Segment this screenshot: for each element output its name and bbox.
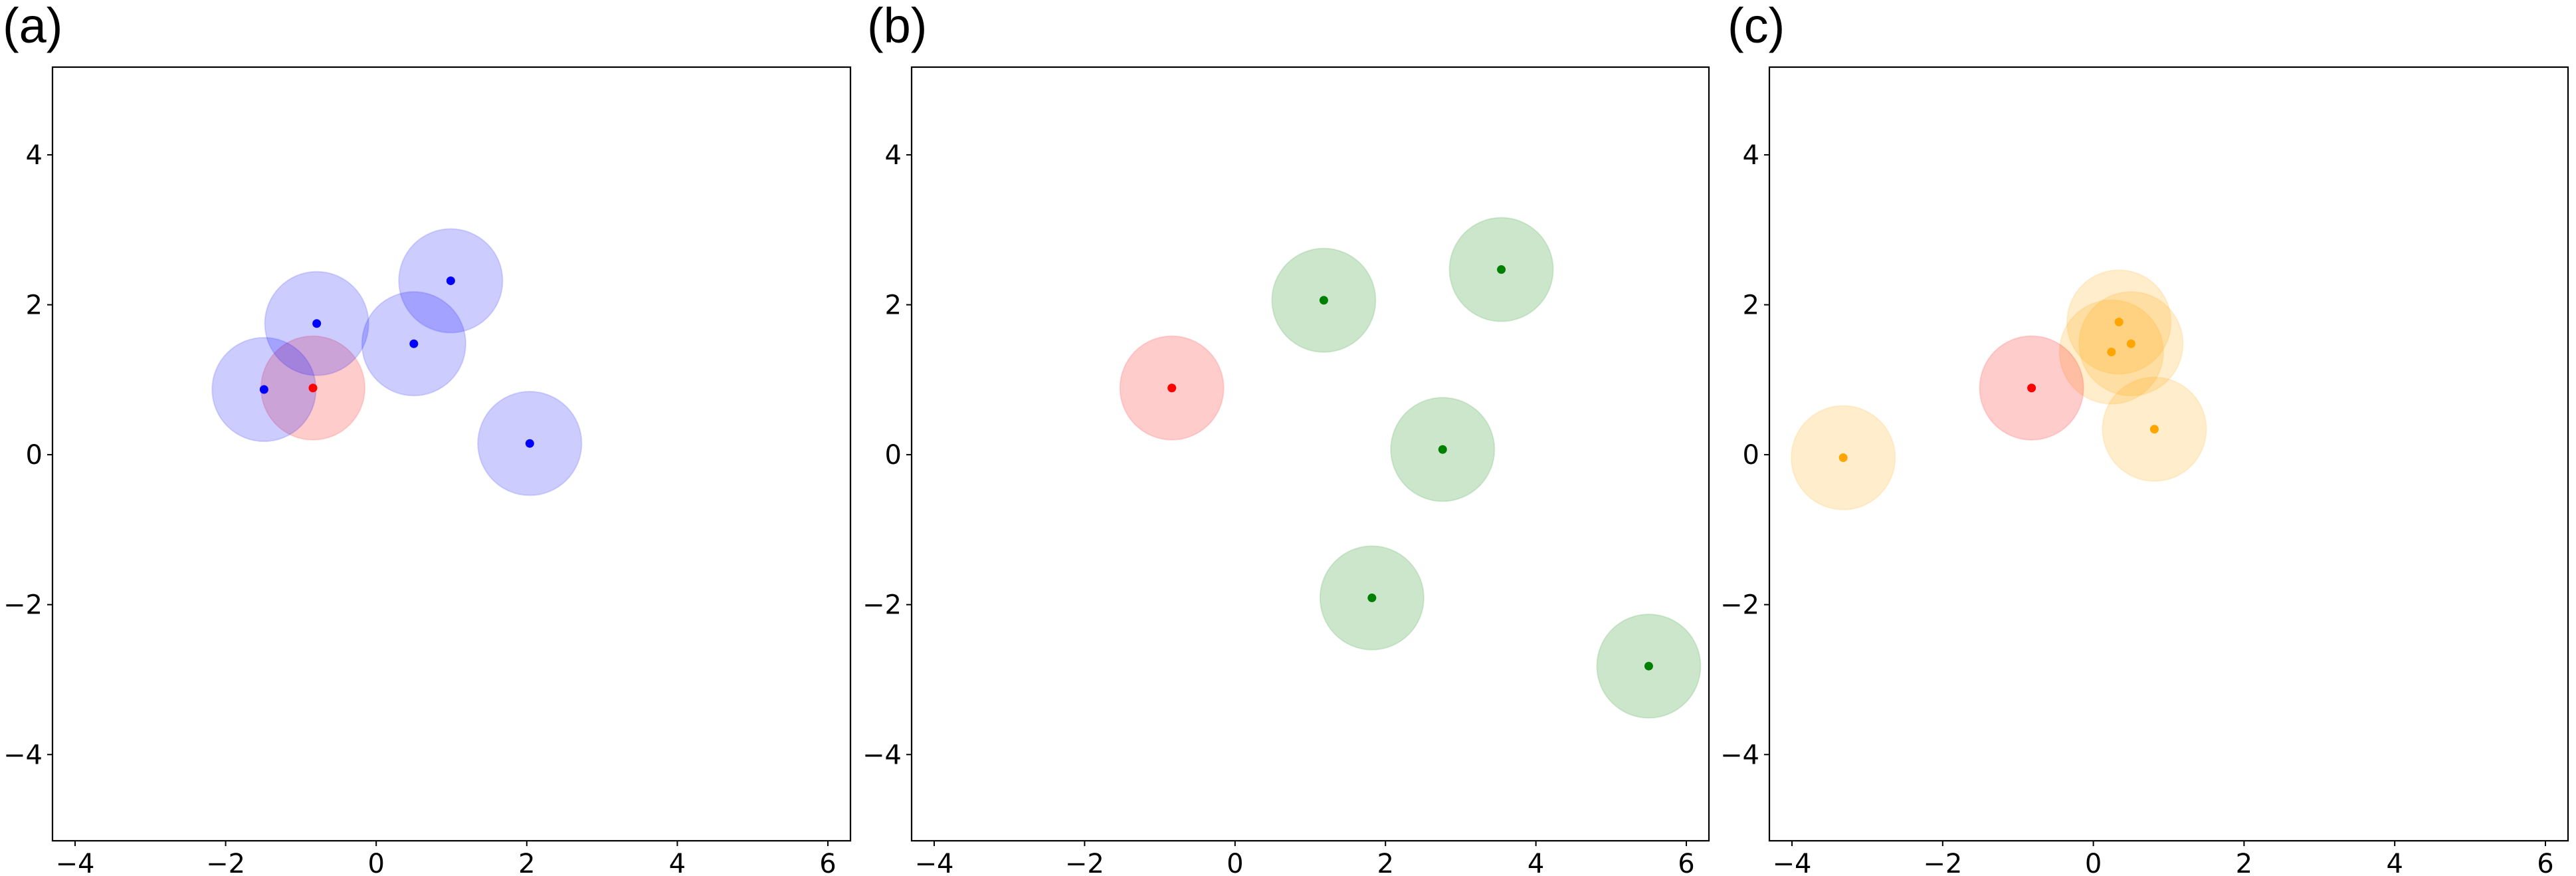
x-tick-label: 2	[2236, 849, 2252, 876]
axes-frame-a	[51, 66, 852, 842]
y-tick-label: −2	[1720, 590, 1759, 621]
x-tick-label: 4	[2386, 849, 2403, 876]
axes-a: −4 −2 0 2 4 6 −4 −2 0 2 4	[3, 66, 852, 876]
y-tick-label: −4	[3, 740, 43, 770]
neighbors-point	[446, 276, 455, 285]
panel-label-a: (a)	[3, 0, 63, 53]
x-tick-label: −4	[914, 849, 953, 876]
neighbors-point	[1644, 661, 1653, 671]
y-tick-label: 2	[26, 290, 43, 321]
panel-label-c: (c)	[1728, 0, 1785, 53]
x-tick-label: 4	[669, 849, 686, 876]
neighbors-point	[525, 439, 534, 448]
x-tick-label: 0	[1227, 849, 1243, 876]
neighbors-point	[1367, 594, 1377, 603]
x-tick-label: −4	[1773, 849, 1812, 876]
reference-point	[2027, 383, 2036, 393]
y-tick-label: 2	[885, 290, 902, 321]
reference-point	[1167, 383, 1177, 393]
y-tick-label: 0	[1743, 440, 1759, 471]
axes-c: −4 −2 0 2 4 6 −4 −2 0 2 4	[1720, 66, 2569, 876]
axes-b: −4 −2 0 2 4 6 −4 −2 0 2 4	[862, 66, 1710, 876]
y-tick-label: −2	[862, 590, 902, 621]
plot-area-a	[211, 228, 583, 496]
x-tick-label: 2	[1377, 849, 1393, 876]
y-tick-label: 0	[26, 440, 43, 471]
y-tick-label: 4	[885, 140, 902, 171]
x-tick-label: −4	[56, 849, 95, 876]
plot-area-b	[1119, 217, 1702, 719]
x-tick-label: 2	[518, 849, 535, 876]
plot-area-c	[1790, 269, 2207, 510]
panel-label-b: (b)	[867, 0, 928, 53]
axes-frame-b	[910, 66, 1710, 842]
x-tick-label: −2	[1923, 849, 1962, 876]
y-tick-label: 2	[1743, 290, 1759, 321]
neighbors-point	[259, 385, 268, 394]
x-tick-label: −2	[206, 849, 245, 876]
neighbors-point	[1838, 453, 1848, 463]
x-tick-label: −2	[1065, 849, 1104, 876]
neighbors-point	[409, 339, 419, 348]
reference-point	[308, 383, 318, 393]
y-tick-label: 0	[885, 440, 902, 471]
neighbors-point	[1319, 296, 1328, 305]
x-tick-label: 0	[367, 849, 384, 876]
neighbors-point	[2126, 339, 2135, 348]
neighbors-point	[2107, 348, 2116, 357]
x-tick-label: 6	[1678, 849, 1694, 876]
y-tick-label: 4	[26, 140, 43, 171]
y-tick-label: −4	[862, 740, 902, 770]
x-tick-label: 4	[1528, 849, 1544, 876]
y-tick-label: 4	[1743, 140, 1759, 171]
x-tick-label: 0	[2085, 849, 2102, 876]
neighbors-point	[2114, 317, 2124, 326]
neighbors-point	[312, 319, 322, 328]
neighbors-point	[1497, 265, 1506, 274]
neighbors-point	[2149, 425, 2159, 434]
y-tick-label: −2	[3, 590, 43, 621]
axes-frame-c	[1768, 66, 2569, 842]
x-tick-label: 6	[819, 849, 836, 876]
y-tick-label: −4	[1720, 740, 1759, 770]
x-tick-label: 6	[2537, 849, 2553, 876]
neighbors-point	[1438, 445, 1447, 454]
